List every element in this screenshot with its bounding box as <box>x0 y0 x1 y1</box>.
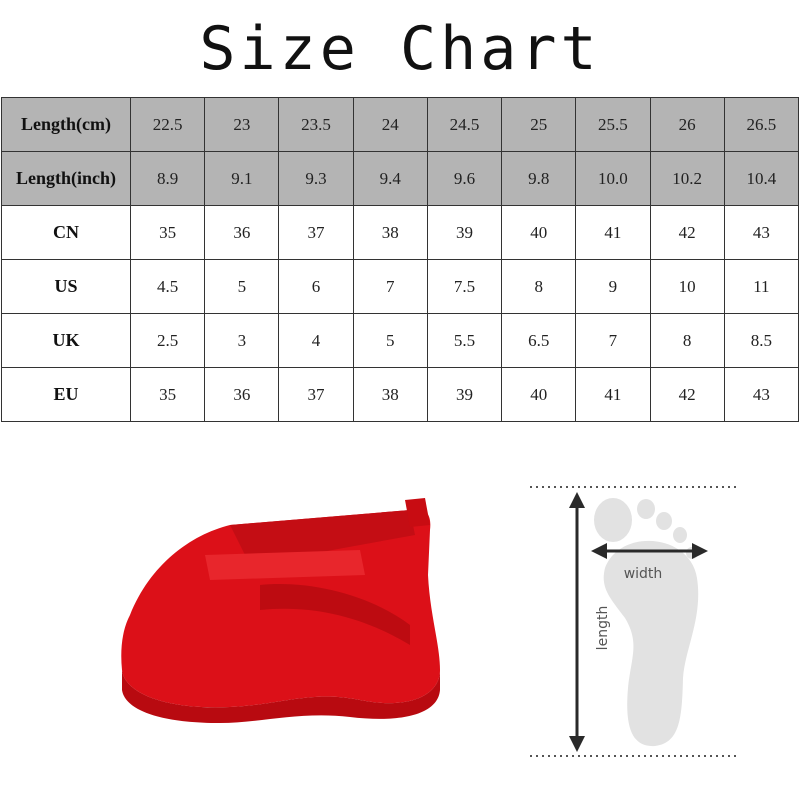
table-cell: 36 <box>204 367 280 422</box>
table-cell: 25.5 <box>575 97 651 152</box>
table-cell: 10.2 <box>649 151 725 206</box>
table-cell: 8.9 <box>129 151 206 206</box>
table-cell: 43 <box>723 205 800 260</box>
red-shoe-image <box>121 498 441 723</box>
row-header: Length(inch) <box>1 151 131 206</box>
length-label: length <box>595 606 611 651</box>
table-cell: 9.4 <box>352 151 428 206</box>
table-cell: 5.5 <box>426 313 503 368</box>
table-cell: 43 <box>723 367 800 422</box>
table-cell: 8.5 <box>723 313 800 368</box>
table-cell: 23 <box>204 97 280 152</box>
table-cell: 6.5 <box>501 313 577 368</box>
row-header: EU <box>1 367 131 422</box>
table-cell: 41 <box>575 367 651 422</box>
table-cell: 42 <box>649 205 725 260</box>
table-cell: 8 <box>501 259 577 314</box>
table-cell: 5 <box>352 313 428 368</box>
table-cell: 9.8 <box>501 151 577 206</box>
length-arrow-icon <box>569 492 585 752</box>
table-cell: 9.6 <box>426 151 503 206</box>
table-cell: 26 <box>649 97 725 152</box>
table-cell: 8 <box>649 313 725 368</box>
table-cell: 25 <box>501 97 577 152</box>
table-row: Length(inch) 8.9 9.1 9.3 9.4 9.6 9.8 10.0 10.2 10… <box>1 151 800 206</box>
table-cell: 10.0 <box>575 151 651 206</box>
table-cell: 23.5 <box>278 97 354 152</box>
table-cell: 37 <box>278 367 354 422</box>
table-cell: 38 <box>352 205 428 260</box>
table-cell: 38 <box>352 367 428 422</box>
size-table: Length(cm) 22.5 23 23.5 24 24.5 25 25.5 26 26.5 Le… <box>1 97 800 422</box>
table-cell: 24.5 <box>426 97 503 152</box>
table-cell: 9.3 <box>278 151 354 206</box>
row-header: UK <box>1 313 131 368</box>
row-header: US <box>1 259 131 314</box>
row-header: CN <box>1 205 131 260</box>
table-cell: 10 <box>649 259 725 314</box>
table-cell: 7 <box>352 259 428 314</box>
table-cell: 41 <box>575 205 651 260</box>
table-cell: 42 <box>649 367 725 422</box>
table-cell: 11 <box>723 259 800 314</box>
table-cell: 6 <box>278 259 354 314</box>
table-cell: 4.5 <box>129 259 206 314</box>
table-cell: 22.5 <box>129 97 206 152</box>
table-cell: 26.5 <box>723 97 800 152</box>
table-row: US 4.5 5 6 7 7.5 8 9 10 11 <box>1 259 800 314</box>
table-row: EU 35 36 37 38 39 40 41 42 43 <box>1 367 800 422</box>
table-row: CN 35 36 37 38 39 40 41 42 43 <box>1 205 800 260</box>
table-cell: 40 <box>501 205 577 260</box>
table-cell: 3 <box>204 313 280 368</box>
table-cell: 5 <box>204 259 280 314</box>
table-row: Length(cm) 22.5 23 23.5 24 24.5 25 25.5 26 26.5 <box>1 97 800 152</box>
table-cell: 7 <box>575 313 651 368</box>
table-cell: 39 <box>426 205 503 260</box>
table-cell: 7.5 <box>426 259 503 314</box>
table-cell: 10.4 <box>723 151 800 206</box>
table-cell: 35 <box>129 367 206 422</box>
table-cell: 39 <box>426 367 503 422</box>
page-title: Size Chart <box>199 14 601 84</box>
foot-icon <box>594 498 699 747</box>
table-cell: 35 <box>129 205 206 260</box>
table-cell: 36 <box>204 205 280 260</box>
width-label: width <box>624 566 663 582</box>
table-cell: 40 <box>501 367 577 422</box>
row-header: Length(cm) <box>1 97 131 152</box>
table-cell: 2.5 <box>129 313 206 368</box>
foot-measurement-diagram: width length <box>530 486 740 757</box>
table-cell: 9 <box>575 259 651 314</box>
table-row: UK 2.5 3 4 5 5.5 6.5 7 8 8.5 <box>1 313 800 368</box>
table-cell: 4 <box>278 313 354 368</box>
width-arrow-icon <box>591 543 708 559</box>
table-cell: 9.1 <box>204 151 280 206</box>
table-cell: 24 <box>352 97 428 152</box>
table-cell: 37 <box>278 205 354 260</box>
